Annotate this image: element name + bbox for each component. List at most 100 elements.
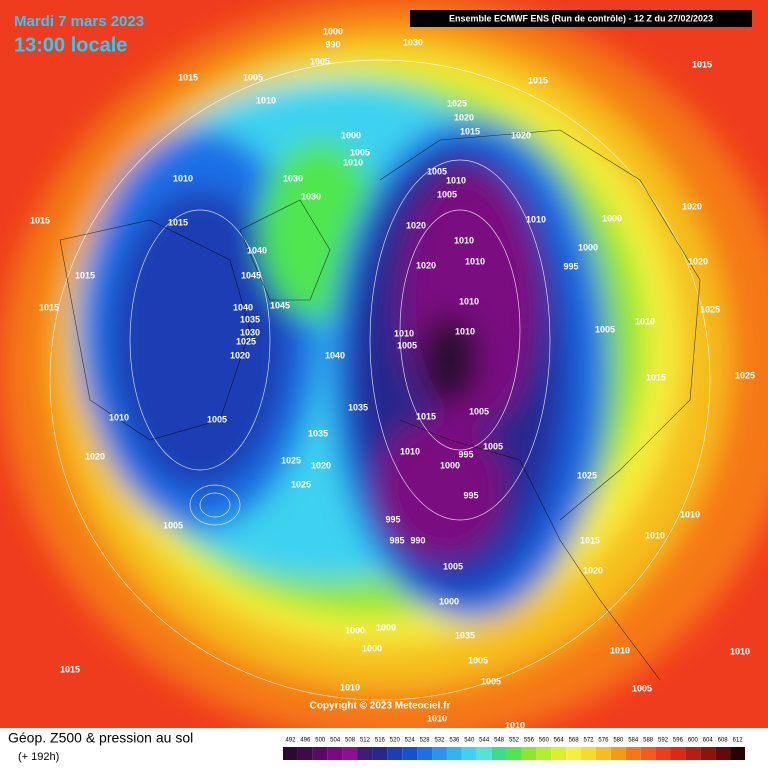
colorbar-swatch bbox=[715, 747, 731, 760]
isobar-label: 985 bbox=[389, 535, 404, 545]
isobar-label: 1025 bbox=[291, 479, 311, 489]
copyright: Copyright © 2023 Meteociel.fr bbox=[310, 701, 451, 712]
isobar-label: 995 bbox=[458, 449, 473, 459]
isobar-label: 1015 bbox=[528, 75, 548, 85]
colorbar-swatch bbox=[566, 747, 582, 760]
colorbar-swatch bbox=[417, 747, 433, 760]
isobar-label: 1040 bbox=[247, 245, 267, 255]
footer-title: Géop. Z500 & pression au sol bbox=[8, 730, 193, 746]
isobar-label: 1005 bbox=[310, 56, 330, 66]
isobar-label: 1010 bbox=[340, 682, 360, 692]
isobar-label: 1000 bbox=[376, 622, 396, 632]
isobar-label: 1025 bbox=[236, 336, 256, 346]
colorbar-swatch bbox=[640, 747, 656, 760]
colorbar-label: 540 bbox=[464, 738, 475, 744]
colorbar-swatch bbox=[312, 747, 328, 760]
isobar-label: 1005 bbox=[632, 683, 652, 693]
isobar-label: 1035 bbox=[240, 314, 260, 324]
isobar-label: 1020 bbox=[682, 201, 702, 211]
isobar-label: 1030 bbox=[240, 327, 260, 337]
colorbar-swatch bbox=[327, 747, 343, 760]
colorbar-swatch bbox=[551, 747, 567, 760]
isobar-label: 1005 bbox=[207, 414, 227, 424]
colorbar-swatch bbox=[506, 747, 522, 760]
isobar-label: 1010 bbox=[645, 530, 665, 540]
isobar-label: 1020 bbox=[511, 130, 531, 140]
colorbar-swatch bbox=[536, 747, 552, 760]
colorbar-swatch bbox=[521, 747, 537, 760]
isobar-label: 1000 bbox=[440, 460, 460, 470]
isobar-label: 1010 bbox=[635, 316, 655, 326]
isobar-label: 1020 bbox=[406, 220, 426, 230]
isobar-label: 1035 bbox=[308, 428, 328, 438]
isobar-label: 1040 bbox=[325, 350, 345, 360]
isobar-label: 1025 bbox=[577, 470, 597, 480]
colorbar-label: 592 bbox=[658, 738, 669, 744]
isobar-label: 1025 bbox=[281, 455, 301, 465]
colorbar-label: 608 bbox=[718, 738, 729, 744]
isobar-label: 1015 bbox=[692, 59, 712, 69]
isobar-label: 1005 bbox=[468, 655, 488, 665]
isobar-label: 1015 bbox=[75, 270, 95, 280]
colorbar-swatch bbox=[581, 747, 596, 760]
isobar-label: 1015 bbox=[416, 411, 436, 421]
colorbar-label: 560 bbox=[539, 738, 550, 744]
isobar-label: 995 bbox=[563, 261, 578, 271]
isobar-label: 1005 bbox=[243, 72, 263, 82]
colorbar-label: 576 bbox=[598, 738, 609, 744]
isobar-label: 1010 bbox=[610, 645, 630, 655]
isobar-label: 1040 bbox=[233, 302, 253, 312]
colorbar-label: 596 bbox=[673, 738, 684, 744]
colorbar-label: 584 bbox=[628, 738, 639, 744]
colorbar-swatch bbox=[595, 747, 611, 760]
isobar-label: 1005 bbox=[427, 166, 447, 176]
geopotential-field bbox=[0, 0, 768, 745]
isobar-label: 1010 bbox=[459, 296, 479, 306]
colorbar-swatch bbox=[283, 747, 298, 760]
colorbar-label: 556 bbox=[524, 738, 535, 744]
colorbar-swatch bbox=[685, 747, 701, 760]
colorbar-label: 572 bbox=[584, 738, 595, 744]
isobar-label: 1005 bbox=[437, 189, 457, 199]
colorbar-label: 552 bbox=[509, 738, 520, 744]
colorbar-label: 564 bbox=[554, 738, 565, 744]
isobar-label: 1020 bbox=[688, 256, 708, 266]
colorbar-label: 492 bbox=[285, 738, 296, 744]
date: Mardi 7 mars 2023 bbox=[14, 13, 144, 30]
isobar-label: 1010 bbox=[256, 95, 276, 105]
colorbar-label: 604 bbox=[703, 738, 714, 744]
colorbar-label: 568 bbox=[569, 738, 580, 744]
isobar-label: 1010 bbox=[730, 646, 750, 656]
isobar-label: 1005 bbox=[163, 520, 183, 530]
isobar-label: 1010 bbox=[454, 235, 474, 245]
isobar-label: 995 bbox=[463, 490, 478, 500]
isobar-label: 1010 bbox=[173, 173, 193, 183]
isobar-label: 1000 bbox=[345, 625, 365, 635]
colorbar-label: 580 bbox=[613, 738, 624, 744]
isobar-label: 1045 bbox=[241, 270, 261, 280]
isobar-label: 1005 bbox=[350, 147, 370, 157]
isobar-label: 1015 bbox=[39, 302, 59, 312]
colorbar-label: 528 bbox=[420, 738, 431, 744]
colorbar-label: 532 bbox=[434, 738, 445, 744]
colorbar-label: 524 bbox=[405, 738, 416, 744]
isobar-label: 1010 bbox=[446, 175, 466, 185]
isobar-label: 1005 bbox=[443, 561, 463, 571]
colorbar-swatch bbox=[625, 747, 641, 760]
colorbar-swatch bbox=[655, 747, 671, 760]
isobar-label: 1015 bbox=[30, 215, 50, 225]
isobar-label: 1010 bbox=[465, 256, 485, 266]
isobar-label: 1000 bbox=[341, 130, 361, 140]
colorbar-label: 504 bbox=[330, 738, 341, 744]
colorbar-swatch bbox=[491, 747, 507, 760]
isobar-label: 1025 bbox=[735, 370, 755, 380]
isobar-label: 1010 bbox=[680, 509, 700, 519]
isobar-label: 1020 bbox=[583, 565, 603, 575]
colorbar-swatch bbox=[700, 747, 716, 760]
colorbar-swatch bbox=[730, 747, 745, 760]
isobar-label: 1020 bbox=[85, 451, 105, 461]
isobar-label: 1015 bbox=[580, 535, 600, 545]
isobar-label: 1035 bbox=[348, 402, 368, 412]
colorbar-swatch bbox=[342, 747, 358, 760]
